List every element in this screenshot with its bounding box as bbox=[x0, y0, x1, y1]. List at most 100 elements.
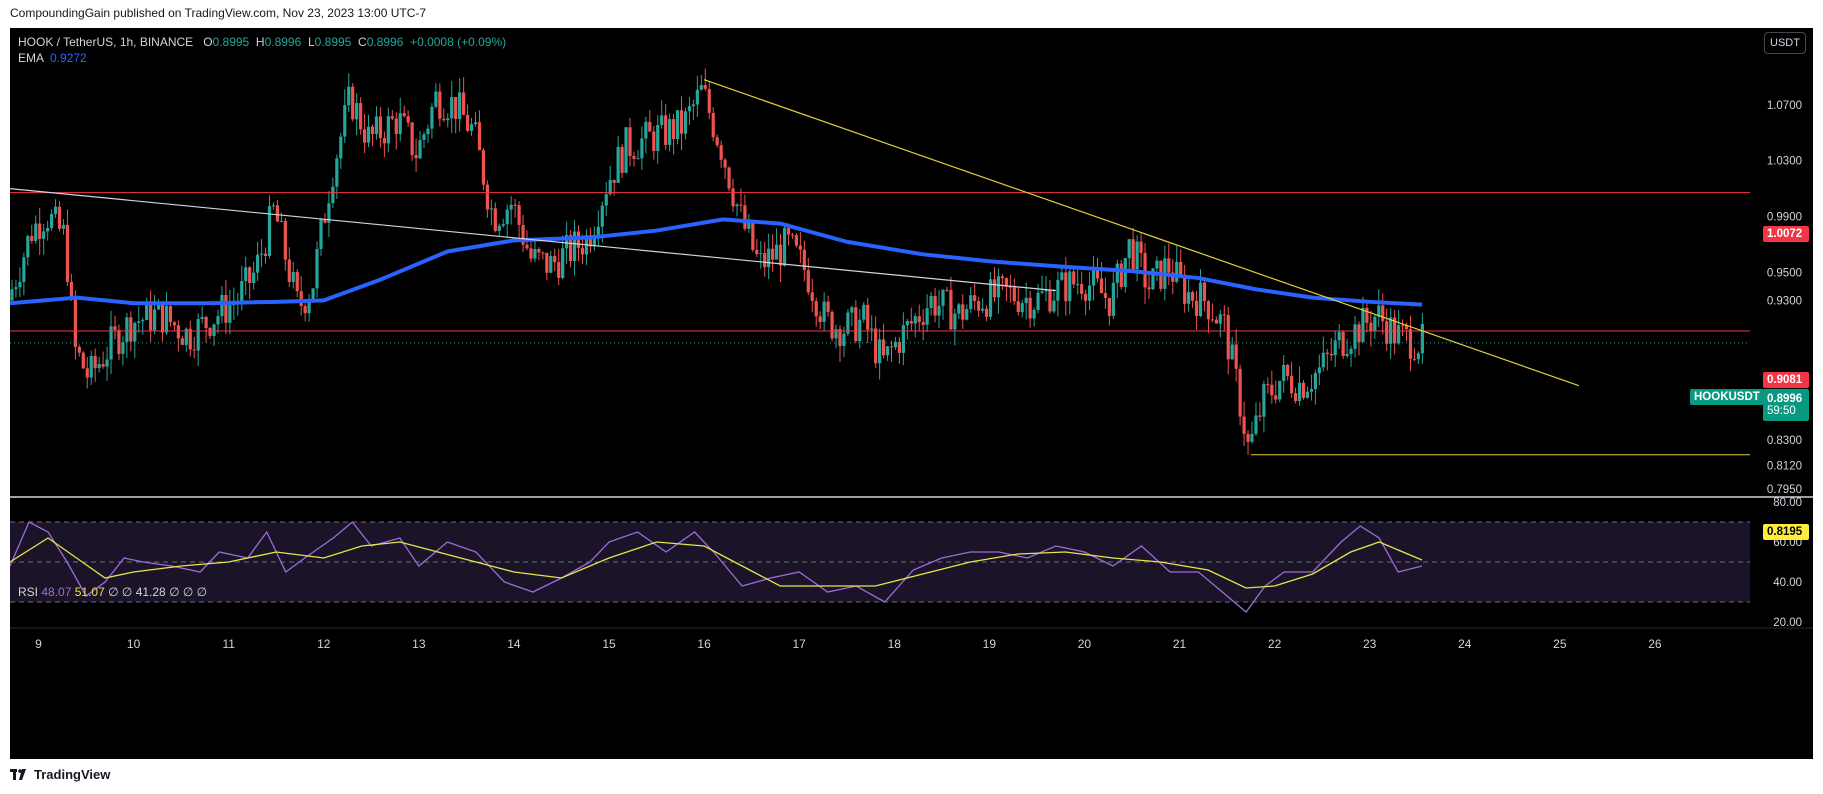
candle-body bbox=[1056, 279, 1060, 301]
candle-body bbox=[1190, 292, 1195, 301]
candle-body bbox=[489, 208, 493, 210]
footer-brand[interactable]: TradingView bbox=[34, 767, 111, 782]
candle-body bbox=[913, 316, 917, 324]
candle-body bbox=[1143, 253, 1147, 288]
candle-body bbox=[477, 122, 482, 151]
support-price-tag: 0.9081 bbox=[1763, 372, 1809, 388]
candle-body bbox=[1290, 375, 1294, 394]
candle-body bbox=[691, 104, 696, 107]
candle-body bbox=[1032, 310, 1036, 319]
candle-body bbox=[1167, 258, 1171, 273]
candle-body bbox=[1131, 239, 1135, 270]
candle-body bbox=[830, 311, 834, 339]
rsi-line[interactable] bbox=[10, 521, 1423, 613]
candle-body bbox=[905, 321, 909, 326]
candle-body bbox=[359, 103, 363, 130]
trendline[interactable] bbox=[10, 188, 1056, 292]
candle-body bbox=[279, 220, 283, 222]
time-axis-tick: 24 bbox=[1458, 637, 1472, 651]
time-axis-tick: 15 bbox=[602, 637, 616, 651]
candle-body bbox=[149, 302, 153, 331]
time-axis-tick: 22 bbox=[1268, 637, 1282, 651]
ema-line[interactable] bbox=[10, 217, 1423, 307]
candle-body bbox=[1175, 261, 1179, 282]
candle-body bbox=[1080, 284, 1084, 294]
time-axis-tick: 11 bbox=[222, 637, 235, 651]
symbol-label[interactable]: HOOK / TetherUS, 1h, BINANCE bbox=[18, 35, 194, 49]
candle-body bbox=[553, 256, 557, 263]
price-axis-tick: 0.8120 bbox=[1767, 460, 1802, 472]
candle-body bbox=[743, 205, 747, 229]
tradingview-logo-icon[interactable] bbox=[10, 768, 30, 781]
price-axis-tick: 1.0300 bbox=[1767, 156, 1802, 168]
candle-body bbox=[517, 205, 521, 225]
time-axis-tick: 18 bbox=[888, 637, 902, 651]
candle-body bbox=[271, 205, 276, 207]
candle-body bbox=[644, 121, 648, 139]
candle-body bbox=[537, 249, 541, 253]
candle-body bbox=[992, 279, 997, 298]
candle-body bbox=[331, 186, 335, 204]
candle-body bbox=[1385, 321, 1389, 344]
time-axis-tick: 21 bbox=[1173, 637, 1187, 651]
currency-button[interactable]: USDT bbox=[1764, 32, 1806, 54]
candle-body bbox=[786, 227, 791, 235]
candle-body bbox=[1020, 303, 1024, 312]
candle-body bbox=[481, 150, 486, 185]
candle-body bbox=[806, 270, 810, 293]
candle-body bbox=[1107, 297, 1111, 316]
time-axis-tick: 16 bbox=[697, 637, 711, 651]
time-axis-tick: 17 bbox=[793, 637, 807, 651]
candle-body bbox=[1250, 433, 1254, 442]
candle-body bbox=[394, 118, 398, 134]
candle-body bbox=[287, 259, 291, 282]
candle-body bbox=[529, 248, 533, 259]
candle-body bbox=[624, 127, 628, 173]
price-chart[interactable]: 1.11001.07001.03000.99000.95000.93000.87… bbox=[10, 28, 1813, 759]
candle-body bbox=[893, 341, 898, 348]
candle-body bbox=[549, 256, 553, 273]
chart-frame[interactable]: 1.11001.07001.03000.99000.95000.93000.87… bbox=[10, 28, 1813, 759]
high-value: 0.8996 bbox=[264, 35, 302, 49]
candle-body bbox=[513, 204, 517, 206]
candle-body bbox=[156, 301, 161, 310]
candle-body bbox=[588, 235, 592, 247]
trendline[interactable] bbox=[703, 79, 1580, 387]
candle-body bbox=[636, 158, 640, 160]
candle-body bbox=[303, 305, 307, 314]
candle-body bbox=[105, 359, 109, 367]
candle-body bbox=[410, 122, 414, 156]
symbol-price-tag: HOOKUSDT bbox=[1690, 389, 1764, 405]
candle-body bbox=[1317, 367, 1321, 374]
candle-body bbox=[878, 339, 882, 364]
candle-body bbox=[1206, 301, 1211, 320]
ohlc-row: HOOK / TetherUS, 1h, BINANCE O0.8995 H0.… bbox=[18, 34, 506, 50]
candle-body bbox=[263, 253, 268, 256]
candle-body bbox=[814, 301, 818, 317]
candle-body bbox=[493, 208, 497, 231]
rsi-ma-line[interactable] bbox=[10, 537, 1423, 589]
low-label: L bbox=[307, 35, 315, 49]
time-axis-tick: 13 bbox=[412, 637, 426, 651]
price-axis-tick: 0.7950 bbox=[1767, 484, 1802, 496]
candle-body bbox=[771, 248, 775, 260]
candle-body bbox=[200, 316, 204, 320]
candle-body bbox=[525, 244, 529, 249]
candle-body bbox=[834, 329, 838, 339]
candle-body bbox=[176, 325, 180, 339]
candle-body bbox=[42, 231, 46, 239]
candle-body bbox=[1072, 271, 1076, 285]
candle-body bbox=[267, 206, 272, 256]
candle-body bbox=[774, 244, 779, 260]
ema-row[interactable]: EMA 0.9272 bbox=[18, 50, 506, 66]
candle-body bbox=[18, 281, 22, 288]
candle-body bbox=[671, 119, 676, 140]
candle-body bbox=[1183, 274, 1187, 304]
rsi-legend[interactable]: RSI 48.07 51.07 ∅ ∅ 41.28 ∅ ∅ ∅ bbox=[18, 585, 207, 599]
candle-body bbox=[1028, 297, 1032, 319]
candle-body bbox=[1333, 340, 1337, 356]
rsi-extra1: ∅ ∅ bbox=[108, 585, 133, 599]
candle-body bbox=[34, 223, 38, 241]
candle-body bbox=[679, 110, 684, 134]
candle-body bbox=[1147, 287, 1151, 290]
